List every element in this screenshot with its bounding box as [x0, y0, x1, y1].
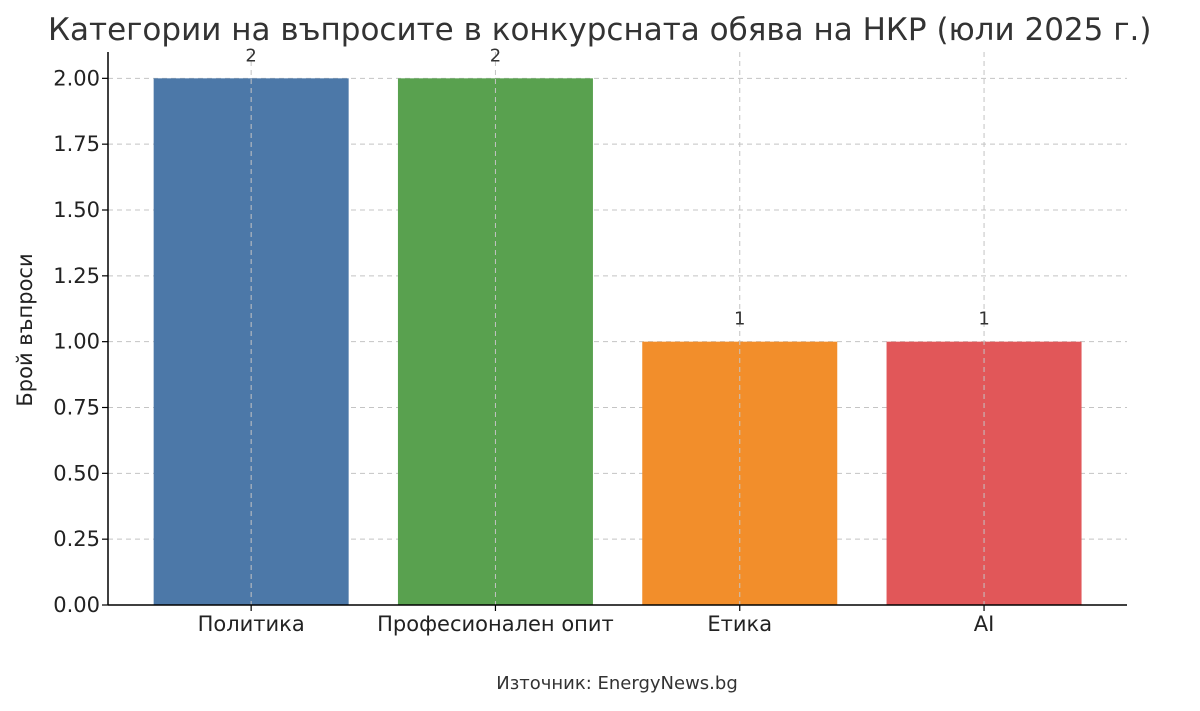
y-axis-label: Брой въпроси — [13, 253, 37, 406]
x-tick-label: Професионален опит — [377, 612, 614, 636]
y-tick-label: 0.50 — [53, 461, 100, 485]
y-tick-label: 0.25 — [53, 527, 100, 551]
axes — [102, 52, 1127, 611]
bar-value-label: 2 — [490, 45, 501, 66]
bar-value-labels: 2 2 1 1 — [245, 45, 989, 329]
y-tick-label: 1.00 — [53, 330, 100, 354]
y-tick-label: 1.75 — [53, 132, 100, 156]
y-tick-label: 0.00 — [53, 593, 100, 617]
y-tick-label: 2.00 — [53, 66, 100, 90]
x-tick-label: Политика — [198, 612, 305, 636]
chart-title: Категории на въпросите в конкурсната обя… — [48, 12, 1151, 48]
x-tick-labels: Политика Професионален опит Етика AI — [198, 612, 995, 636]
bar-value-label: 1 — [978, 309, 989, 330]
bars — [153, 78, 1082, 606]
y-tick-label: 1.50 — [53, 198, 100, 222]
x-tick-label: Етика — [707, 612, 772, 636]
x-tick-label: AI — [974, 612, 995, 636]
vertical-grid-lines — [250, 52, 985, 605]
y-tick-labels: 0.00 0.25 0.50 0.75 1.00 1.25 1.50 1.75 2.00 — [53, 66, 100, 617]
y-tick-label: 0.75 — [53, 396, 100, 420]
bar-value-label: 1 — [734, 309, 745, 330]
y-tick-label: 1.25 — [53, 264, 100, 288]
source-note: Източник: EnergyNews.bg — [496, 673, 738, 694]
bar-value-label: 2 — [245, 45, 256, 66]
